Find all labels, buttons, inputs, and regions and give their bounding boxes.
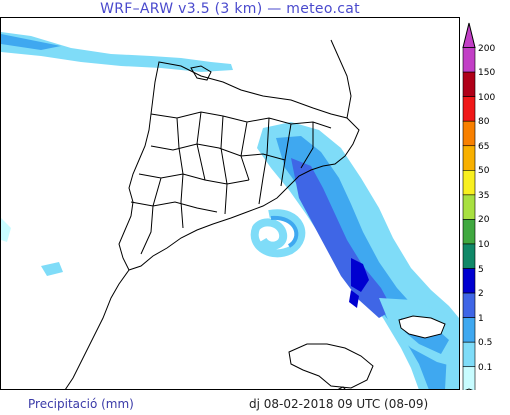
legend-swatch-100 [462, 96, 476, 122]
island-cabrera [337, 386, 346, 389]
map-canvas [1, 32, 459, 389]
coastline-peninsula [65, 269, 130, 389]
legend-label-5: 5 [478, 264, 484, 275]
legend-label-100: 100 [478, 92, 496, 103]
legend-swatch-0.5 [462, 341, 476, 368]
comarca-lines [130, 111, 332, 255]
balearic-islands [288, 315, 446, 389]
legend-label-50: 50 [478, 166, 490, 177]
coastline-catalonia [118, 61, 360, 271]
legend-swatch-200 [462, 47, 476, 73]
legend-swatch-65 [462, 145, 476, 171]
border-andorra [190, 65, 212, 81]
legend-label-80: 80 [478, 117, 490, 128]
legend-swatch-2 [462, 292, 476, 318]
border-france [330, 39, 352, 119]
precip-area-northwest-core [1, 34, 61, 50]
island-menorca [398, 315, 446, 339]
legend-label-20: 20 [478, 215, 490, 226]
precip-spiral-core [270, 215, 299, 248]
legend-swatch-50 [462, 170, 476, 196]
legend-swatch-5 [462, 268, 476, 294]
legend-swatch-10 [462, 243, 476, 269]
legend-swatch-80 [462, 120, 476, 147]
legend-swatch-0.1 [462, 366, 476, 390]
precip-area-heavy-2 [349, 290, 359, 308]
legend-swatch-150 [462, 71, 476, 97]
legend-label-10: 10 [478, 239, 490, 250]
legend-label-200: 200 [478, 43, 496, 54]
precip-area-west [1, 218, 11, 242]
precip-area-west-2 [41, 262, 63, 276]
island-mallorca [288, 343, 374, 389]
legend-label-0.1: 0.1 [478, 362, 493, 373]
legend-label-1: 1 [478, 313, 484, 324]
precip-area-northwest [1, 32, 233, 72]
legend-label-2: 2 [478, 289, 484, 300]
precip-spiral [250, 209, 306, 258]
map-title: WRF–ARW v3.5 (3 km) — meteo.cat [100, 1, 360, 17]
legend-swatch-35 [462, 194, 476, 220]
precipitation-legend: 200 150 100 80 65 50 35 20 10 5 2 1 0.5 0.1 [460, 17, 510, 390]
legend-label-150: 150 [478, 68, 496, 79]
legend-arrow-bottom [464, 388, 474, 390]
precip-area-heavy [351, 258, 369, 292]
variable-label: Precipitació (mm) [28, 397, 134, 411]
precipitation-field [1, 32, 459, 389]
legend-swatch-20 [462, 219, 476, 245]
legend-label-65: 65 [478, 141, 490, 152]
legend-swatch-1 [462, 317, 476, 343]
legend-arrow-top [462, 22, 476, 49]
legend-label-0.5: 0.5 [478, 338, 493, 349]
precipitation-map [0, 17, 460, 390]
valid-time-label: dj 08-02-2018 09 UTC (08-09) [249, 397, 429, 411]
region-boundaries [65, 39, 360, 389]
legend-label-35: 35 [478, 190, 490, 201]
legend-colorbar [462, 22, 476, 390]
